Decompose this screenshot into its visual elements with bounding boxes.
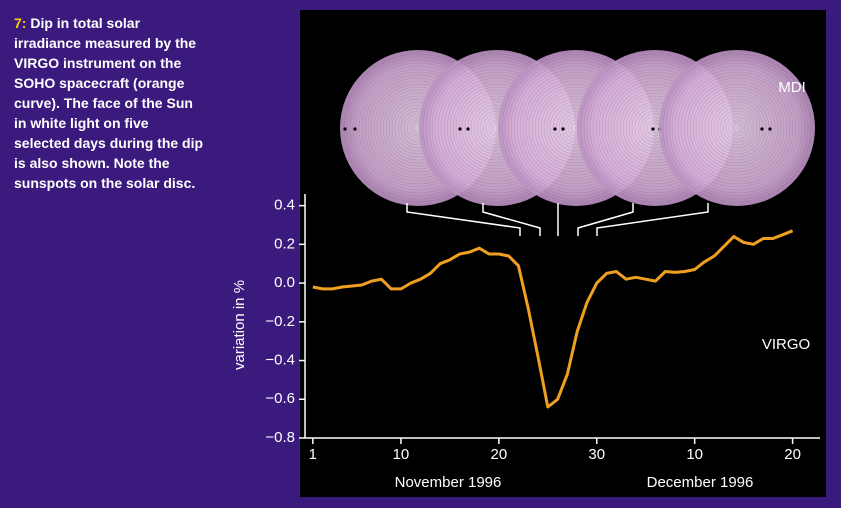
sun-ring xyxy=(719,110,755,146)
annotation: VIRGO xyxy=(762,336,810,353)
sun-ring xyxy=(677,68,797,188)
sun-ring xyxy=(683,74,791,182)
y-axis-label: variation in % xyxy=(231,280,248,370)
sunspot xyxy=(561,127,565,131)
x-group-label: November 1996 xyxy=(395,474,502,491)
sun-ring xyxy=(725,116,749,140)
y-tick-label: 0.2 xyxy=(274,235,295,252)
x-tick-label: 20 xyxy=(491,446,508,463)
y-tick-label: −0.2 xyxy=(265,313,295,330)
sun-ring xyxy=(716,107,758,149)
sun-ring xyxy=(689,80,785,176)
sun-ring xyxy=(701,92,773,164)
sun-ring xyxy=(722,113,752,143)
sunspot xyxy=(343,127,347,131)
y-tick-label: −0.8 xyxy=(265,429,295,446)
caption: 7: Dip in total solar irradiance measure… xyxy=(14,13,204,193)
sun-ring xyxy=(671,62,803,194)
sunspot xyxy=(553,127,557,131)
sun-ring xyxy=(728,119,746,137)
x-tick-label: 20 xyxy=(784,446,801,463)
sun-ring xyxy=(665,56,809,200)
sun-images xyxy=(340,50,815,206)
x-tick-label: 30 xyxy=(588,446,605,463)
sun-ring xyxy=(713,104,761,152)
sun-ring xyxy=(668,59,806,197)
x-tick-label: 1 xyxy=(309,446,317,463)
sun-ring xyxy=(686,77,788,179)
sun-ring xyxy=(695,86,779,170)
sunspot xyxy=(466,127,470,131)
sun-ring xyxy=(707,98,767,158)
sunspot xyxy=(760,127,764,131)
caption-text: Dip in total solar irradiance measured b… xyxy=(14,15,204,191)
x-tick-label: 10 xyxy=(393,446,410,463)
y-tick-label: −0.6 xyxy=(265,390,295,407)
sunspot xyxy=(651,127,655,131)
y-tick-label: −0.4 xyxy=(265,352,295,369)
sunspot xyxy=(458,127,462,131)
sun-ring xyxy=(698,89,776,167)
sun-ring xyxy=(662,53,812,203)
x-tick-label: 10 xyxy=(686,446,703,463)
sun-ring xyxy=(674,65,800,191)
y-tick-label: 0.0 xyxy=(274,274,295,291)
sun-ring xyxy=(692,83,782,173)
sun-disc xyxy=(659,50,815,206)
connectors xyxy=(406,203,709,236)
y-tick-label: 0.4 xyxy=(274,197,295,214)
caption-label: 7: xyxy=(14,15,27,31)
sun-ring xyxy=(731,122,743,134)
x-group-label: December 1996 xyxy=(647,474,754,491)
sun-ring xyxy=(680,71,794,185)
data-line xyxy=(312,229,794,409)
sunspot xyxy=(768,127,772,131)
sunspot xyxy=(353,127,357,131)
annotation: MDI xyxy=(778,79,806,96)
